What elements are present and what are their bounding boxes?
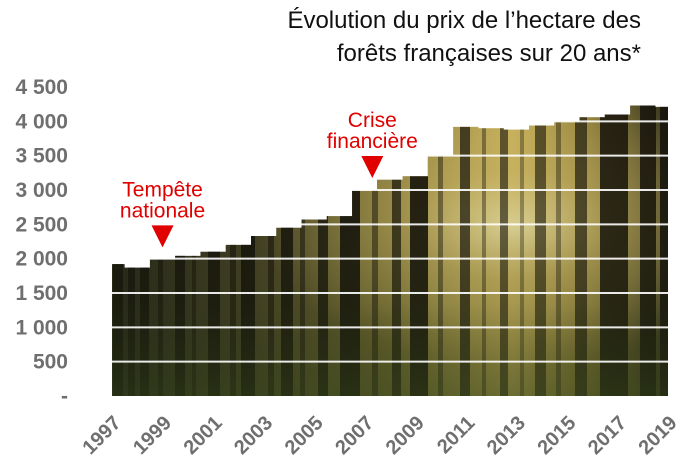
annotation-label: Crise <box>348 109 397 132</box>
x-tick-label: 1999 <box>129 412 176 459</box>
x-tick-label: 2013 <box>483 412 530 459</box>
annotation-label: financière <box>327 130 418 153</box>
annotation-label: nationale <box>120 199 205 222</box>
gridlines <box>112 86 668 363</box>
y-tick-label: 1 000 <box>15 316 68 339</box>
y-tick-label: - <box>61 385 68 408</box>
chart-title-line-2: forêts françaises sur 20 ans* <box>336 40 641 67</box>
x-tick-label: 2015 <box>533 412 580 459</box>
y-tick-label: 2 500 <box>15 213 68 236</box>
y-axis-ticks: - 500 1 000 1 500 2 000 2 500 3 000 3 500 4 000 4… <box>15 76 68 408</box>
y-tick-label: 2 000 <box>15 248 68 271</box>
chart-title-line-1: Évolution du prix de l’hectare des <box>287 7 641 34</box>
x-tick-label: 2011 <box>433 412 479 458</box>
x-tick-label: 2017 <box>584 412 631 459</box>
x-tick-label: 2007 <box>331 412 378 459</box>
y-tick-label: 3 500 <box>15 145 68 168</box>
y-tick-label: 4 000 <box>15 110 68 133</box>
annotation-arrow <box>361 156 384 178</box>
annotation-label: Tempête <box>122 178 203 201</box>
x-tick-label: 1997 <box>79 412 126 459</box>
y-tick-label: 4 500 <box>15 76 68 99</box>
annotation-arrow <box>151 225 174 248</box>
x-tick-label: 2003 <box>230 412 277 459</box>
y-tick-label: 3 000 <box>15 179 68 202</box>
x-axis-ticks: 1997 1999 2001 2003 2005 2007 2009 2011 2013 2015… <box>79 412 682 459</box>
chart-title: Évolution du prix de l’hectare des forêt… <box>221 4 641 70</box>
x-tick-label: 2009 <box>382 412 429 459</box>
y-tick-label: 500 <box>33 351 68 374</box>
x-tick-label: 2019 <box>635 412 682 459</box>
x-tick-label: 2001 <box>180 412 227 459</box>
y-tick-label: 1 500 <box>15 282 68 305</box>
x-tick-label: 2005 <box>281 412 328 459</box>
